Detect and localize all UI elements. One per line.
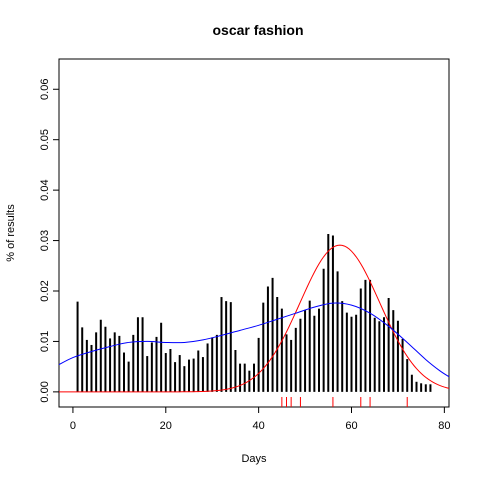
y-tick-label: 0.02 bbox=[39, 280, 51, 301]
x-tick-label: 0 bbox=[70, 420, 76, 432]
y-tick-label: 0.06 bbox=[39, 79, 51, 100]
x-tick-label: 60 bbox=[345, 420, 357, 432]
plot-frame bbox=[58, 58, 450, 408]
chart-title: oscar fashion bbox=[212, 22, 303, 38]
red-density-curve bbox=[59, 244, 450, 393]
y-tick-label: 0.00 bbox=[39, 381, 51, 402]
blue-density-curve bbox=[58, 302, 450, 378]
y-tick-label: 0.05 bbox=[39, 129, 51, 150]
rug-marks bbox=[281, 397, 408, 407]
x-tick-label: 80 bbox=[438, 420, 450, 432]
y-axis-label: % of results bbox=[5, 204, 17, 262]
y-tick-label: 0.04 bbox=[39, 179, 51, 200]
x-tick-label: 20 bbox=[160, 420, 172, 432]
y-tick-label: 0.01 bbox=[39, 331, 51, 352]
x-tick-label: 40 bbox=[253, 420, 265, 432]
x-axis: 0 20 40 60 80 bbox=[70, 407, 450, 432]
y-tick-label: 0.03 bbox=[39, 230, 51, 251]
x-axis-label: Days bbox=[241, 453, 267, 465]
y-axis: 0.00 0.01 0.02 0.03 0.04 0.05 0.06 bbox=[39, 79, 59, 403]
bar-series bbox=[76, 234, 432, 392]
curve-series bbox=[58, 244, 450, 393]
